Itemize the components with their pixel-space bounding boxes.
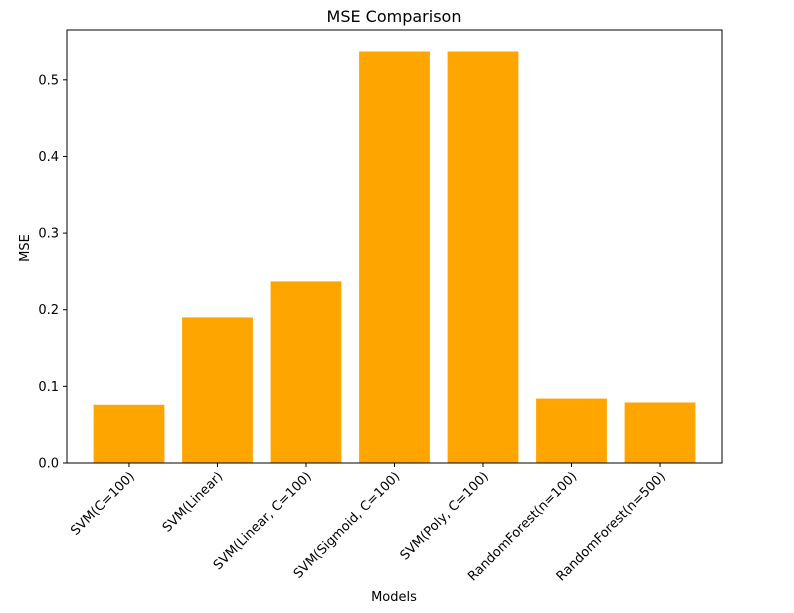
bar-2 — [182, 317, 253, 463]
bar-5 — [447, 51, 519, 463]
y-tick-label: 0.5 — [38, 73, 59, 88]
y-tick-label: 0.2 — [38, 303, 59, 318]
y-tick-label: 0.3 — [38, 227, 59, 242]
y-axis: 0.0 0.1 0.2 0.3 0.4 0.5 — [38, 73, 67, 472]
bar-1 — [93, 404, 165, 463]
bar-4 — [359, 51, 430, 463]
bar-6 — [536, 398, 607, 463]
x-axis-label: Models — [371, 590, 417, 605]
bar-series — [93, 51, 696, 463]
y-tick-label: 0.1 — [38, 380, 59, 395]
y-tick-label: 0.4 — [38, 150, 59, 165]
chart-title: MSE Comparison — [327, 7, 462, 26]
plot-frame — [66, 29, 723, 464]
y-tick-label: 0.0 — [38, 457, 59, 472]
bar-7 — [624, 402, 696, 463]
bar-3 — [270, 281, 342, 463]
y-axis-label: MSE — [18, 234, 33, 262]
